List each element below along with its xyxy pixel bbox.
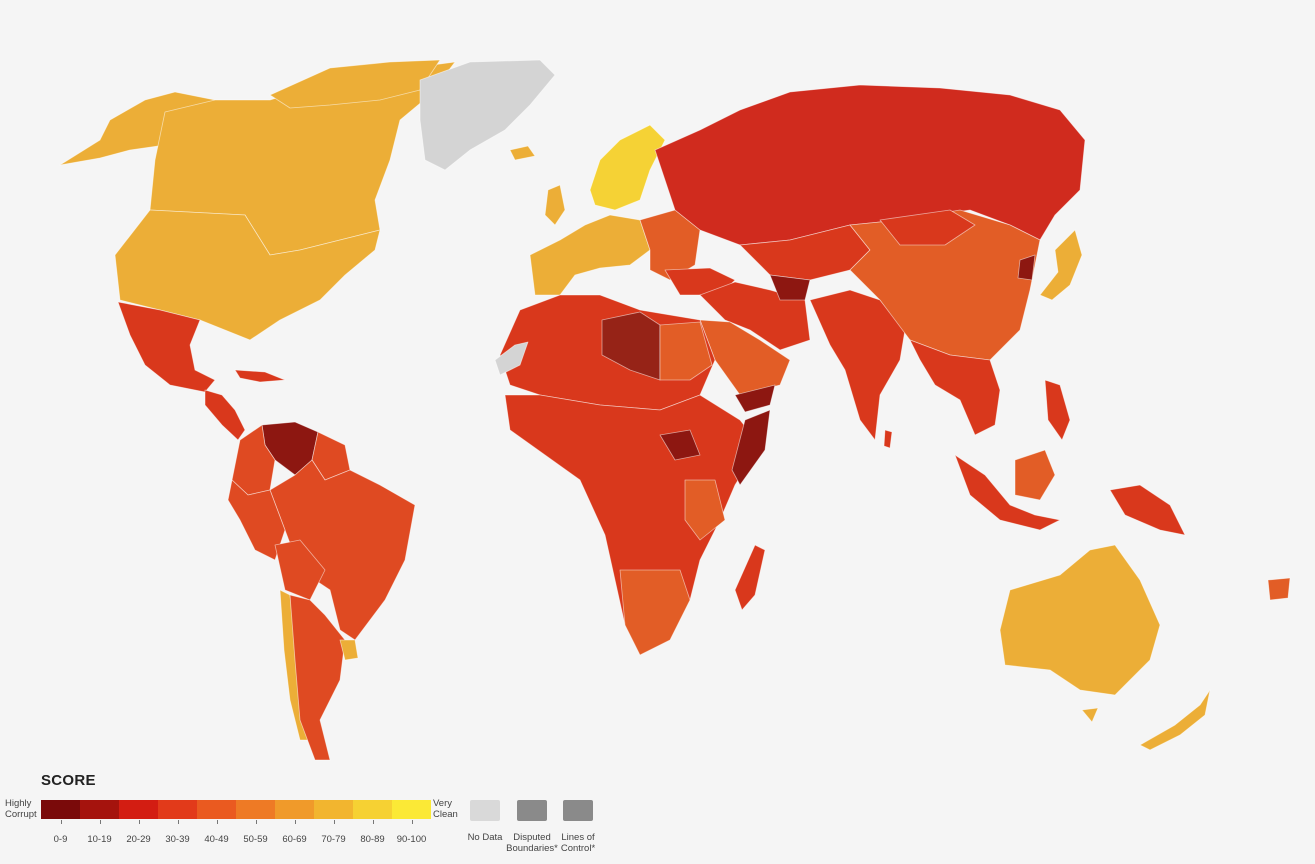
legend-disputed-label: Disputed Boundaries* bbox=[506, 832, 558, 854]
country-papua-new-guinea[interactable] bbox=[1109, 484, 1186, 536]
legend-tick bbox=[177, 820, 179, 824]
legend-swatch-40-49 bbox=[197, 800, 236, 819]
country-china[interactable] bbox=[849, 209, 1041, 361]
country-uruguay[interactable] bbox=[339, 639, 359, 661]
legend-swatch-20-29 bbox=[119, 800, 158, 819]
legend-tick bbox=[138, 820, 140, 824]
country-afghanistan[interactable] bbox=[769, 274, 811, 301]
country-central-africa[interactable] bbox=[504, 394, 761, 656]
country-iceland[interactable] bbox=[509, 145, 536, 161]
country-southern-africa[interactable] bbox=[619, 569, 691, 656]
legend-no-data-label: No Data bbox=[467, 832, 503, 843]
country-somalia[interactable] bbox=[731, 409, 771, 486]
legend-swatch-50-59 bbox=[236, 800, 275, 819]
legend-low-label: Highly Corrupt bbox=[5, 798, 37, 820]
country-western-sahara[interactable] bbox=[494, 341, 529, 376]
legend-range-label: 0-9 bbox=[53, 834, 68, 845]
legend-tick bbox=[255, 820, 257, 824]
country-western-europe[interactable] bbox=[529, 214, 651, 296]
country-madagascar[interactable] bbox=[734, 544, 766, 611]
country-greenland[interactable] bbox=[419, 59, 556, 171]
legend-range-label: 70-79 bbox=[321, 834, 346, 845]
country-mexico[interactable] bbox=[117, 301, 216, 393]
legend-range-label: 60-69 bbox=[282, 834, 307, 845]
country-north-korea[interactable] bbox=[1017, 254, 1036, 281]
legend-range-label: 20-29 bbox=[126, 834, 151, 845]
legend-tick bbox=[60, 820, 62, 824]
country-bolivia[interactable] bbox=[274, 539, 326, 601]
country-sri-lanka[interactable] bbox=[883, 429, 893, 449]
legend-range-label: 40-49 bbox=[204, 834, 229, 845]
country-saudi-arabia[interactable] bbox=[699, 319, 791, 396]
country-borneo[interactable] bbox=[1014, 449, 1056, 501]
country-tasmania[interactable] bbox=[1081, 707, 1099, 723]
country-east-africa[interactable] bbox=[684, 479, 726, 541]
country-uk[interactable] bbox=[544, 184, 566, 226]
legend-range-label: 90-100 bbox=[396, 834, 427, 845]
country-fiji[interactable] bbox=[1267, 577, 1291, 601]
legend: SCORE Highly Corrupt Very Clean No Data … bbox=[0, 770, 620, 864]
legend-scale-bar bbox=[41, 800, 431, 819]
country-mongolia[interactable] bbox=[879, 209, 976, 246]
country-cuba[interactable] bbox=[234, 369, 286, 383]
legend-no-data-swatch bbox=[470, 800, 500, 821]
country-yemen[interactable] bbox=[734, 384, 776, 413]
country-philippines[interactable] bbox=[1044, 379, 1071, 441]
legend-high-label: Very Clean bbox=[433, 798, 458, 820]
legend-swatch-10-19 bbox=[80, 800, 119, 819]
country-southeast-asia[interactable] bbox=[909, 339, 1001, 436]
legend-lines-of-control-label: Lines of Control* bbox=[560, 832, 596, 854]
country-australia[interactable] bbox=[999, 544, 1161, 696]
legend-disputed-swatch bbox=[517, 800, 547, 821]
country-peru[interactable] bbox=[227, 479, 286, 561]
legend-swatch-60-69 bbox=[275, 800, 314, 819]
legend-tick bbox=[294, 820, 296, 824]
legend-tick bbox=[99, 820, 101, 824]
legend-range-label: 50-59 bbox=[243, 834, 268, 845]
legend-swatch-30-39 bbox=[158, 800, 197, 819]
country-scandinavia[interactable] bbox=[589, 124, 666, 211]
legend-tick bbox=[372, 820, 374, 824]
legend-title: SCORE bbox=[41, 772, 96, 789]
legend-swatch-70-79 bbox=[314, 800, 353, 819]
country-new-zealand[interactable] bbox=[1139, 689, 1211, 751]
legend-tick bbox=[333, 820, 335, 824]
country-russia[interactable] bbox=[654, 84, 1086, 246]
legend-swatch-0-9 bbox=[41, 800, 80, 819]
legend-swatch-90-100 bbox=[392, 800, 431, 819]
legend-tick bbox=[411, 820, 413, 824]
legend-lines-of-control-swatch bbox=[563, 800, 593, 821]
country-indonesia[interactable] bbox=[954, 454, 1061, 531]
country-argentina[interactable] bbox=[289, 594, 346, 761]
country-south-sudan[interactable] bbox=[659, 429, 701, 461]
country-central-america[interactable] bbox=[204, 389, 246, 441]
legend-range-label: 30-39 bbox=[165, 834, 190, 845]
legend-range-label: 10-19 bbox=[87, 834, 112, 845]
legend-swatch-80-89 bbox=[353, 800, 392, 819]
legend-tick bbox=[216, 820, 218, 824]
country-india[interactable] bbox=[809, 289, 906, 441]
country-egypt[interactable] bbox=[659, 321, 713, 381]
country-usa[interactable] bbox=[114, 209, 381, 341]
country-japan[interactable] bbox=[1039, 229, 1083, 301]
legend-range-label: 80-89 bbox=[360, 834, 385, 845]
